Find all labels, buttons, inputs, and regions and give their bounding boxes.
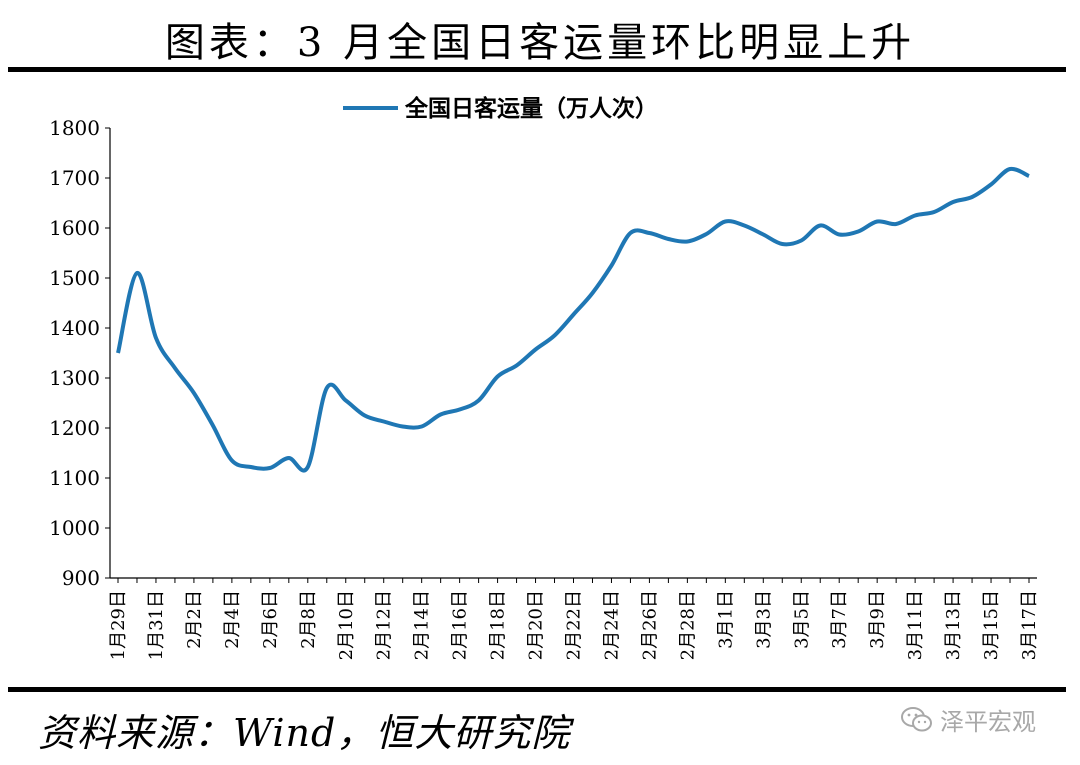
source-note: 资料来源：Wind，恒大研究院 — [38, 711, 571, 755]
y-tick-label: 1300 — [49, 366, 100, 390]
x-tick-label: 2月28日 — [677, 590, 698, 660]
x-tick-label: 3月11日 — [905, 590, 926, 660]
x-tick-label: 3月13日 — [943, 590, 964, 660]
y-tick-label: 900 — [62, 566, 100, 590]
x-tick-label: 2月18日 — [488, 590, 509, 660]
y-tick-label: 1500 — [49, 266, 100, 290]
x-tick-label: 2月8日 — [298, 590, 319, 649]
x-tick-label: 2月2日 — [184, 590, 205, 649]
wechat-icon — [901, 706, 932, 731]
axes — [109, 128, 1037, 579]
x-tick-label: 2月16日 — [450, 590, 471, 660]
y-tick-label: 1700 — [49, 166, 100, 190]
y-tick-label: 1100 — [49, 466, 100, 490]
x-tick-label: 3月5日 — [791, 590, 812, 649]
page-title: 图表：3 月全国日客运量环比明显上升 — [164, 20, 916, 66]
x-tick-label: 2月10日 — [336, 590, 357, 660]
y-tick-label: 1200 — [49, 416, 100, 440]
x-tick-label: 2月24日 — [601, 590, 622, 660]
x-tick-label: 3月9日 — [867, 590, 888, 649]
x-tick-label: 1月29日 — [108, 590, 129, 660]
watermark: 泽平宏观 — [900, 702, 1036, 737]
line-chart: 全国日客运量（万人次） 900 1000 1100 1200 1300 1400 1500 1… — [49, 95, 1040, 660]
x-tick-label: 2月14日 — [412, 590, 433, 660]
watermark-text: 泽平宏观 — [940, 708, 1036, 736]
x-tick-label: 3月17日 — [1019, 590, 1040, 660]
x-axis-ticks: 1月29日 1月31日 2月2日 2月4日 2月6日 2月8日 2月10日 2月12日 2月14… — [108, 578, 1040, 660]
x-tick-label: 3月1日 — [715, 590, 736, 649]
series-line — [116, 166, 1030, 473]
x-tick-label: 2月6日 — [260, 590, 281, 649]
top-divider — [8, 67, 1066, 72]
y-tick-label: 1000 — [49, 516, 100, 540]
x-tick-label: 3月7日 — [829, 590, 850, 649]
y-tick-label: 1600 — [49, 216, 100, 240]
x-tick-label: 2月12日 — [374, 590, 395, 660]
x-tick-label: 3月3日 — [753, 590, 774, 649]
y-tick-label: 1400 — [49, 316, 100, 340]
x-tick-label: 2月20日 — [526, 590, 547, 660]
x-tick-label: 2月26日 — [639, 590, 660, 660]
x-tick-label: 2月4日 — [222, 590, 243, 649]
y-tick-label: 1800 — [49, 116, 100, 140]
series-layer — [116, 166, 1030, 473]
x-tick-label: 3月15日 — [981, 590, 1002, 660]
legend-label: 全国日客运量（万人次） — [404, 95, 658, 122]
x-tick-label: 2月22日 — [564, 590, 585, 660]
x-tick-label: 1月31日 — [146, 590, 167, 660]
legend: 全国日客运量（万人次） — [343, 95, 658, 122]
bottom-divider — [8, 687, 1066, 692]
y-axis-ticks: 900 1000 1100 1200 1300 1400 1500 1600 1700 1800 — [49, 116, 110, 590]
